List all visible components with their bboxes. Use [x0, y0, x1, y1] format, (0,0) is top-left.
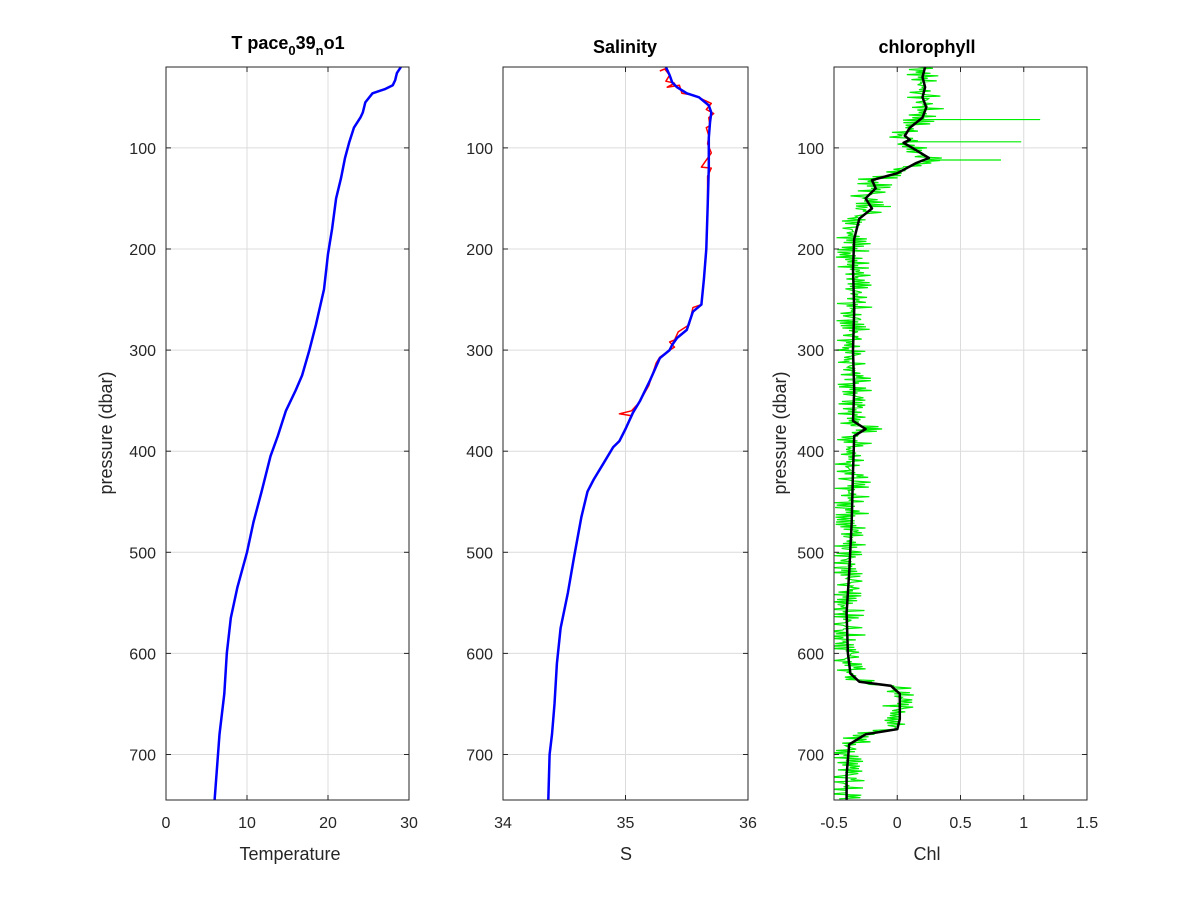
x-ticks: 34 35 36 [494, 67, 757, 832]
y-tick-label: 300 [797, 343, 824, 360]
axes-box [165, 66, 410, 801]
x-tick-label: 36 [739, 815, 757, 832]
y-tick-label: 500 [797, 545, 824, 562]
x-tick-label: 30 [400, 815, 418, 832]
panel-salinity: Salinity S 34 35 36 100 200 300 400 500 600 700 [466, 37, 757, 864]
panel-chlorophyll: chlorophyll Chl pressure (dbar) -0.5 0 0.5… [770, 37, 1098, 864]
x-ticks: -0.5 0 0.5 1 1.5 [820, 67, 1098, 832]
y-tick-label: 400 [797, 444, 824, 461]
y-ticks: 100 200 300 400 500 600 700 [466, 141, 748, 765]
panel-temperature: T pace039no1 Temperature pressure (dbar)… [96, 33, 418, 864]
panel-title: Salinity [593, 37, 657, 57]
x-axis-label: Temperature [239, 844, 340, 864]
y-tick-label: 100 [466, 141, 493, 158]
series-line [213, 67, 402, 800]
x-tick-label: 34 [494, 815, 512, 832]
x-tick-label: 0 [893, 815, 902, 832]
series-group [547, 67, 715, 800]
series-line [845, 67, 931, 800]
y-axis-label: pressure (dbar) [96, 371, 116, 494]
y-ticks: 100 200 300 400 500 600 700 [797, 141, 1087, 765]
x-tick-label: 0 [162, 815, 171, 832]
y-tick-label: 700 [466, 748, 493, 765]
y-tick-label: 500 [466, 545, 493, 562]
x-tick-label: 20 [319, 815, 337, 832]
y-tick-label: 300 [129, 343, 156, 360]
x-tick-label: 35 [617, 815, 635, 832]
plot-area [502, 66, 749, 801]
series-line [547, 67, 713, 800]
series-group [213, 67, 402, 800]
y-tick-label: 700 [797, 748, 824, 765]
panel-title: T pace039no1 [231, 33, 344, 58]
y-tick-label: 100 [129, 141, 156, 158]
y-tick-label: 600 [129, 646, 156, 663]
x-tick-label: 10 [238, 815, 256, 832]
y-tick-label: 500 [129, 545, 156, 562]
grid [166, 67, 409, 800]
x-tick-label: -0.5 [820, 815, 848, 832]
y-tick-label: 200 [466, 242, 493, 259]
y-tick-label: 700 [129, 748, 156, 765]
plot-area [833, 66, 1088, 801]
y-tick-label: 400 [129, 444, 156, 461]
x-tick-label: 1.5 [1076, 815, 1098, 832]
y-ticks: 100 200 300 400 500 600 700 [129, 141, 409, 765]
grid [834, 67, 1087, 800]
y-tick-label: 600 [466, 646, 493, 663]
x-tick-label: 1 [1019, 815, 1028, 832]
y-tick-label: 600 [797, 646, 824, 663]
series-group [834, 67, 1041, 800]
panel-title: chlorophyll [878, 37, 975, 57]
x-ticks: 0 10 20 30 [162, 67, 418, 832]
y-tick-label: 200 [129, 242, 156, 259]
y-tick-label: 300 [466, 343, 493, 360]
y-tick-label: 400 [466, 444, 493, 461]
plot-area [165, 66, 410, 801]
x-axis-label: S [620, 844, 632, 864]
y-tick-label: 200 [797, 242, 824, 259]
x-tick-label: 0.5 [949, 815, 971, 832]
x-axis-label: Chl [913, 844, 940, 864]
y-tick-label: 100 [797, 141, 824, 158]
y-axis-label: pressure (dbar) [770, 371, 790, 494]
